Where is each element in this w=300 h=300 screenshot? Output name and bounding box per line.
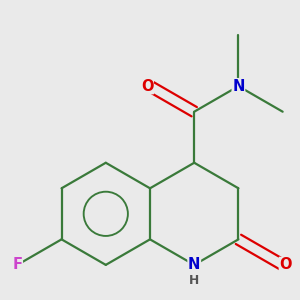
Text: F: F (12, 257, 22, 272)
Text: O: O (279, 257, 292, 272)
Text: O: O (141, 79, 153, 94)
Text: H: H (189, 274, 199, 287)
Text: N: N (232, 79, 244, 94)
Text: N: N (188, 257, 200, 272)
